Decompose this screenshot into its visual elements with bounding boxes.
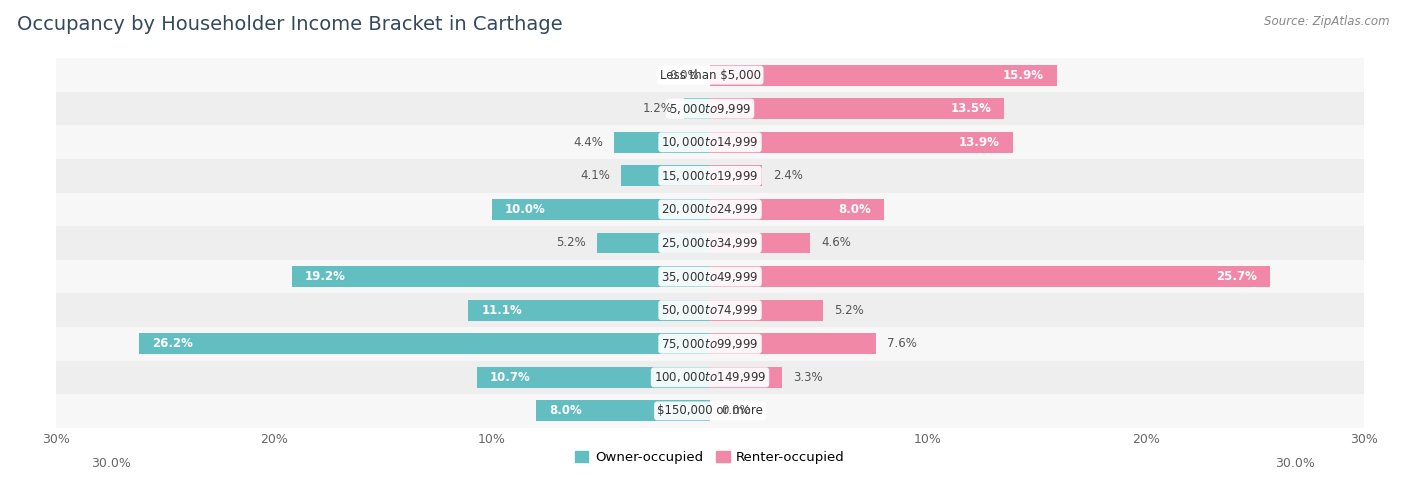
Text: 19.2%: 19.2% [305, 270, 346, 283]
Text: $25,000 to $34,999: $25,000 to $34,999 [661, 236, 759, 250]
Bar [683, 98, 710, 119]
Text: $20,000 to $24,999: $20,000 to $24,999 [661, 203, 759, 216]
Text: 30.0%: 30.0% [91, 457, 131, 470]
Legend: Owner-occupied, Renter-occupied: Owner-occupied, Renter-occupied [569, 446, 851, 469]
Bar [492, 199, 710, 220]
Text: 5.2%: 5.2% [555, 237, 586, 249]
Text: 4.1%: 4.1% [579, 169, 610, 182]
Text: 5.2%: 5.2% [834, 304, 865, 317]
Text: 7.6%: 7.6% [887, 337, 917, 350]
Bar [56, 192, 1364, 226]
Bar [56, 361, 1364, 394]
Text: 0.0%: 0.0% [721, 404, 751, 417]
Text: $100,000 to $149,999: $100,000 to $149,999 [654, 370, 766, 384]
Bar [56, 92, 1364, 125]
Bar [710, 98, 1004, 119]
Text: 0.0%: 0.0% [669, 69, 699, 82]
Bar [536, 400, 710, 421]
Bar [139, 333, 710, 354]
Text: $50,000 to $74,999: $50,000 to $74,999 [661, 303, 759, 317]
Bar [56, 294, 1364, 327]
Text: 3.3%: 3.3% [793, 371, 823, 384]
Bar [710, 333, 876, 354]
Text: 2.4%: 2.4% [773, 169, 803, 182]
Bar [710, 165, 762, 186]
Bar [710, 233, 810, 253]
Text: 30.0%: 30.0% [1275, 457, 1315, 470]
Bar [468, 300, 710, 321]
Bar [56, 394, 1364, 428]
Text: Less than $5,000: Less than $5,000 [659, 69, 761, 82]
Bar [56, 58, 1364, 92]
Bar [56, 260, 1364, 294]
Text: 15.9%: 15.9% [1002, 69, 1043, 82]
Bar [710, 65, 1056, 86]
Text: 1.2%: 1.2% [643, 102, 673, 115]
Text: $35,000 to $49,999: $35,000 to $49,999 [661, 270, 759, 283]
Bar [710, 199, 884, 220]
Bar [477, 367, 710, 388]
Bar [620, 165, 710, 186]
Bar [56, 125, 1364, 159]
Text: Occupancy by Householder Income Bracket in Carthage: Occupancy by Householder Income Bracket … [17, 15, 562, 34]
Text: 10.7%: 10.7% [489, 371, 530, 384]
Text: 26.2%: 26.2% [152, 337, 193, 350]
Text: 8.0%: 8.0% [838, 203, 872, 216]
Text: 10.0%: 10.0% [505, 203, 546, 216]
Text: Source: ZipAtlas.com: Source: ZipAtlas.com [1264, 15, 1389, 28]
Bar [56, 159, 1364, 192]
Text: 13.5%: 13.5% [950, 102, 991, 115]
Text: $150,000 or more: $150,000 or more [657, 404, 763, 417]
Bar [710, 132, 1012, 153]
Text: 13.9%: 13.9% [959, 136, 1000, 149]
Bar [596, 233, 710, 253]
Text: $5,000 to $9,999: $5,000 to $9,999 [669, 102, 751, 116]
Text: $75,000 to $99,999: $75,000 to $99,999 [661, 337, 759, 351]
Text: $15,000 to $19,999: $15,000 to $19,999 [661, 169, 759, 183]
Text: 4.4%: 4.4% [574, 136, 603, 149]
Bar [614, 132, 710, 153]
Text: 4.6%: 4.6% [821, 237, 851, 249]
Bar [56, 327, 1364, 361]
Bar [710, 266, 1270, 287]
Bar [710, 300, 824, 321]
Bar [710, 367, 782, 388]
Bar [56, 226, 1364, 260]
Bar [291, 266, 710, 287]
Text: 8.0%: 8.0% [548, 404, 582, 417]
Text: $10,000 to $14,999: $10,000 to $14,999 [661, 135, 759, 149]
Text: 25.7%: 25.7% [1216, 270, 1257, 283]
Text: 11.1%: 11.1% [481, 304, 522, 317]
